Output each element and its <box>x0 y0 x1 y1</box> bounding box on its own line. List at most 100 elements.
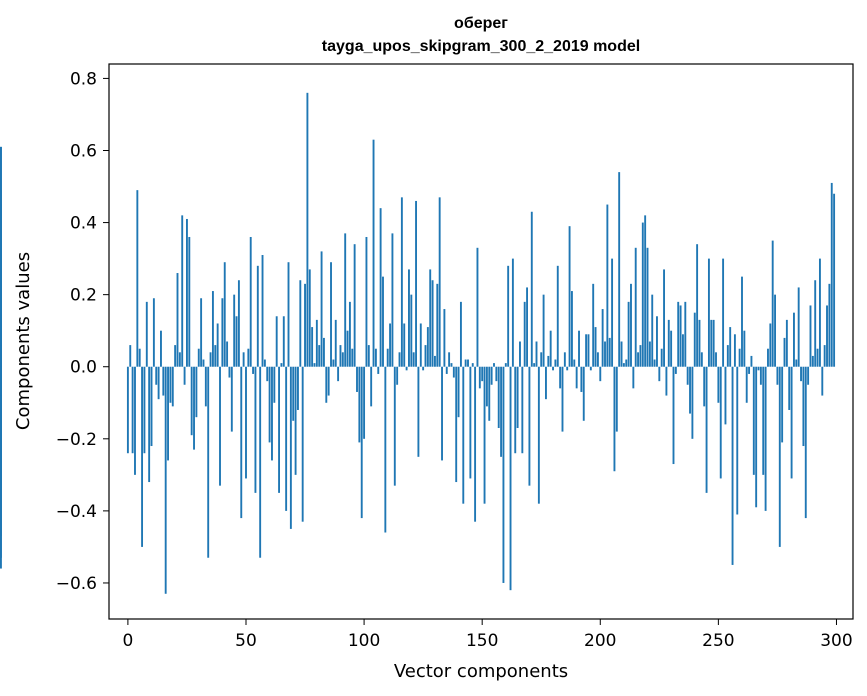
bar <box>389 323 392 367</box>
bar <box>374 348 377 367</box>
bar <box>519 341 521 367</box>
bar <box>700 352 703 367</box>
bar <box>178 352 181 367</box>
bar <box>658 366 661 382</box>
bar <box>689 366 691 414</box>
bar <box>490 366 493 385</box>
bar <box>360 366 363 519</box>
bar <box>537 366 540 504</box>
bar <box>533 363 536 367</box>
bar <box>767 348 769 367</box>
bar <box>793 312 795 367</box>
bar <box>696 244 699 367</box>
bar <box>736 366 739 515</box>
bar <box>677 301 680 367</box>
bar <box>197 348 200 367</box>
bar <box>634 247 637 367</box>
bar <box>294 366 297 475</box>
bar <box>252 366 255 374</box>
bars-group <box>0 92 836 594</box>
bar <box>441 366 443 461</box>
bar <box>615 366 618 432</box>
bar <box>802 366 805 447</box>
bar <box>516 366 519 428</box>
bar <box>171 366 174 407</box>
bar <box>261 255 264 367</box>
bar <box>703 366 706 407</box>
bar <box>422 366 425 371</box>
bar <box>403 323 406 367</box>
bar <box>0 366 2 396</box>
bar <box>665 366 668 396</box>
bar <box>181 215 184 367</box>
bar <box>249 236 252 367</box>
bar <box>485 366 488 407</box>
bar <box>240 366 243 519</box>
bar <box>823 345 826 367</box>
bar <box>186 218 188 367</box>
bar <box>429 269 432 367</box>
bar <box>169 366 172 403</box>
bar <box>266 366 269 382</box>
bar <box>164 366 167 594</box>
bar <box>795 359 798 367</box>
x-tick-label: 100 <box>348 631 380 651</box>
bar <box>152 298 155 367</box>
bar <box>826 305 828 367</box>
bar <box>733 334 736 367</box>
bar <box>341 352 344 367</box>
bar <box>542 294 545 367</box>
bar <box>625 359 628 367</box>
bar <box>396 366 399 385</box>
bar <box>370 366 373 407</box>
bar <box>471 363 474 367</box>
bar <box>315 319 318 367</box>
bar <box>308 269 311 367</box>
bar <box>800 366 802 382</box>
bar <box>304 283 306 367</box>
x-tick-label: 250 <box>702 631 734 651</box>
bar <box>134 366 136 475</box>
bar <box>698 319 701 367</box>
bar <box>715 352 717 367</box>
bar <box>547 355 550 367</box>
bar <box>0 366 2 558</box>
bar <box>436 283 439 367</box>
bar <box>686 366 689 385</box>
y-axis-ticks: −0.6 −0.4 −0.2 0.0 0.2 0.4 0.6 0.8 <box>56 69 109 594</box>
bar <box>148 366 151 483</box>
bar <box>271 366 273 461</box>
bar <box>313 363 316 367</box>
y-tick-label: −0.2 <box>56 430 97 450</box>
bar <box>738 348 741 367</box>
bar <box>398 352 401 367</box>
bar <box>554 359 557 367</box>
bar <box>608 337 611 367</box>
bar <box>372 139 375 367</box>
bar <box>386 348 389 367</box>
bar <box>320 251 323 367</box>
bar <box>393 366 396 486</box>
bar <box>809 305 812 367</box>
bar <box>790 366 793 479</box>
bar <box>502 366 505 583</box>
bar <box>273 366 276 403</box>
bar <box>226 341 229 367</box>
bar <box>561 366 564 432</box>
bar <box>214 345 217 367</box>
bar <box>157 366 160 400</box>
bar <box>297 366 299 410</box>
bar <box>391 233 394 367</box>
bar <box>639 345 642 367</box>
bar <box>589 366 592 371</box>
bar <box>462 366 465 504</box>
chart-subtitle: tayga_upos_skipgram_300_2_2019 model <box>322 38 640 55</box>
bar <box>611 258 614 367</box>
bar <box>129 345 132 367</box>
bar <box>500 366 503 457</box>
bar <box>346 330 349 367</box>
bar <box>693 312 696 367</box>
bar <box>752 366 755 475</box>
bar <box>356 366 358 392</box>
bar <box>630 283 632 367</box>
